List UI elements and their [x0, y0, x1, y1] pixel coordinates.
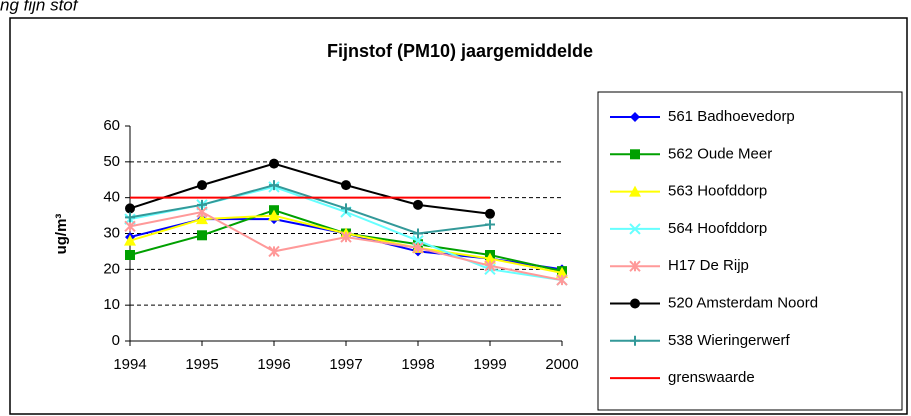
y-axis-label: ug/m³	[53, 214, 70, 255]
data-point	[268, 245, 280, 258]
legend	[597, 91, 903, 411]
legend-label: H17 De Rijp	[668, 257, 749, 274]
series-line	[129, 162, 491, 215]
legend-marker	[629, 185, 641, 197]
data-point	[269, 180, 279, 191]
legend-label: 562 Oude Meer	[668, 145, 772, 162]
y-tick-label: 20	[103, 260, 120, 277]
caption: ng fijn stof	[0, 0, 80, 14]
legend-label: 538 Wieringerwerf	[668, 332, 791, 349]
data-point	[197, 180, 207, 191]
data-point	[413, 228, 423, 239]
x-tick-label: 1999	[473, 356, 506, 373]
data-point	[197, 230, 207, 241]
data-point	[556, 274, 568, 286]
data-point	[485, 219, 495, 230]
data-point	[341, 180, 351, 191]
data-point	[124, 220, 136, 233]
y-tick-label: 0	[112, 332, 120, 349]
x-tick-label: 1995	[185, 356, 218, 373]
data-point	[125, 250, 135, 260]
x-tick-label: 1997	[329, 356, 362, 373]
chart-title: Fijnstof (PM10) jaargemiddelde	[327, 41, 593, 61]
y-tick-label: 40	[103, 189, 120, 206]
data-point	[556, 266, 568, 278]
y-tick-label: 30	[103, 224, 120, 241]
data-point	[125, 203, 135, 214]
y-tick-label: 50	[103, 153, 120, 170]
legend-marker	[630, 335, 640, 346]
x-tick-label: 1998	[401, 356, 434, 373]
data-point	[125, 212, 135, 223]
legend-marker	[630, 149, 640, 160]
data-point	[124, 234, 136, 246]
legend-label: 520 Amsterdam Noord	[668, 294, 818, 311]
data-point	[485, 208, 495, 219]
legend-marker	[630, 298, 640, 309]
data-point	[197, 199, 207, 210]
legend-label: grenswaarde	[668, 369, 755, 386]
legend-marker	[629, 223, 641, 235]
data-point	[268, 209, 280, 221]
legend-label: 563 Hoofddorp	[668, 183, 767, 200]
x-tick-label: 1996	[257, 356, 290, 373]
data-point	[340, 231, 352, 243]
data-point	[484, 252, 496, 264]
legend-marker	[629, 260, 641, 272]
x-tick-label: 2000	[545, 356, 578, 373]
legend-label: 561 Badhoevedorp	[668, 108, 795, 125]
data-point	[413, 199, 423, 210]
data-point	[341, 203, 351, 214]
legend-label: 564 Hoofddorp	[668, 220, 767, 237]
data-point	[412, 242, 424, 254]
data-point	[196, 213, 208, 225]
data-point	[269, 158, 279, 169]
y-tick-label: 10	[103, 296, 120, 313]
x-tick-label: 1994	[113, 356, 146, 373]
data-point	[484, 260, 496, 272]
y-tick-label: 60	[103, 117, 120, 134]
legend-marker	[630, 112, 640, 122]
